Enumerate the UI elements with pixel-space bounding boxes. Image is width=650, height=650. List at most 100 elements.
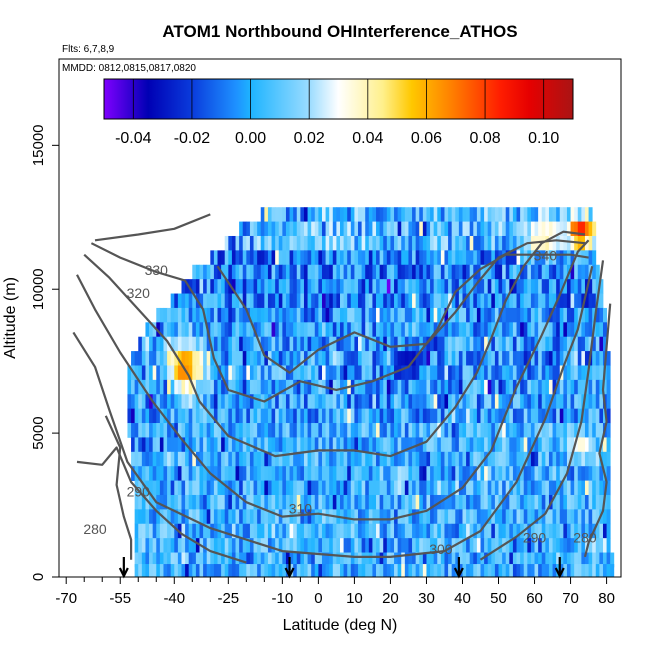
- heatmap-cell: [213, 279, 218, 294]
- heatmap-cell: [541, 293, 546, 309]
- heatmap-cell: [340, 466, 344, 481]
- heatmap-cell: [595, 322, 600, 338]
- heatmap-cell: [278, 221, 283, 237]
- heatmap-cell: [257, 437, 262, 453]
- heatmap-cell: [556, 437, 561, 453]
- heatmap-cell: [203, 437, 208, 453]
- heatmap-cell: [530, 221, 535, 237]
- heatmap-cell: [271, 437, 276, 453]
- heatmap-cell: [228, 466, 233, 481]
- heatmap-cell: [354, 279, 359, 294]
- heatmap-cell: [433, 523, 438, 539]
- heatmap-cell: [422, 235, 427, 251]
- heatmap-cell: [159, 451, 164, 467]
- heatmap-cell: [494, 408, 499, 424]
- heatmap-cell: [307, 307, 312, 323]
- heatmap-cell: [419, 221, 424, 237]
- y-tick-label: 10000: [30, 268, 47, 310]
- heatmap-cell: [566, 466, 571, 481]
- x-tick-label: -40: [163, 590, 185, 607]
- heatmap-cell: [195, 264, 200, 280]
- heatmap-cell: [527, 437, 532, 453]
- heatmap-cell: [408, 466, 413, 481]
- heatmap-cell: [271, 423, 276, 438]
- heatmap-cell: [213, 264, 218, 280]
- heatmap-cell: [361, 365, 366, 381]
- heatmap-cell: [570, 365, 575, 381]
- heatmap-cell: [584, 509, 589, 525]
- heatmap-cell: [516, 509, 521, 525]
- heatmap-cell: [271, 408, 276, 424]
- heatmap-cell: [570, 538, 575, 553]
- heatmap-cell: [530, 322, 535, 338]
- heatmap-cell: [159, 552, 164, 568]
- heatmap-cell: [466, 408, 471, 424]
- heatmap-cell: [296, 365, 301, 381]
- heatmap-cell: [311, 365, 316, 381]
- heatmap-cell: [422, 207, 427, 222]
- heatmap-cell: [149, 394, 154, 410]
- heatmap-cell: [530, 394, 535, 410]
- heatmap-cell: [145, 423, 150, 438]
- heatmap-cell: [588, 408, 593, 424]
- heatmap-cell: [520, 564, 525, 577]
- heatmap-cell: [185, 552, 190, 568]
- heatmap-cell: [199, 437, 204, 453]
- heatmap-cell: [570, 351, 575, 366]
- heatmap-cell: [588, 221, 593, 237]
- heatmap-cell: [559, 423, 564, 438]
- heatmap-cell: [260, 480, 265, 496]
- heatmap-cell: [523, 437, 528, 453]
- heatmap-cell: [361, 509, 366, 525]
- heatmap-cell: [239, 408, 244, 424]
- heatmap-cell: [267, 264, 272, 280]
- heatmap-cell: [538, 408, 543, 424]
- heatmap-cell: [210, 293, 215, 309]
- heatmap-cell: [300, 466, 305, 481]
- heatmap-cell: [354, 451, 359, 467]
- heatmap-cell: [462, 250, 467, 266]
- heatmap-cell: [390, 221, 395, 237]
- heatmap-cell: [433, 552, 438, 568]
- heatmap-cell: [354, 423, 359, 438]
- heatmap-cell: [368, 221, 373, 237]
- heatmap-cell: [159, 408, 164, 424]
- heatmap-cell: [167, 437, 172, 453]
- heatmap-cell: [383, 365, 388, 381]
- heatmap-cell: [498, 235, 503, 251]
- heatmap-cell: [188, 552, 193, 568]
- heatmap-cell: [242, 423, 247, 438]
- heatmap-cell: [498, 538, 503, 553]
- heatmap-cell: [318, 494, 323, 510]
- heatmap-cell: [538, 552, 543, 568]
- heatmap-cell: [548, 336, 553, 352]
- heatmap-cell: [581, 336, 586, 352]
- heatmap-cell: [502, 307, 507, 323]
- heatmap-cell: [556, 509, 561, 525]
- heatmap-cell: [372, 423, 377, 438]
- heatmap-cell: [394, 451, 399, 467]
- heatmap-cell: [350, 408, 355, 424]
- heatmap-cell: [185, 451, 190, 467]
- heatmap-cell: [574, 379, 579, 395]
- heatmap-cell: [566, 423, 571, 438]
- heatmap-cell: [394, 423, 399, 438]
- heatmap-cell: [264, 307, 269, 323]
- heatmap-cell: [253, 408, 258, 424]
- heatmap-cell: [127, 408, 132, 424]
- heatmap-cell: [527, 394, 532, 410]
- heatmap-cell: [523, 423, 528, 438]
- heatmap-cell: [397, 466, 402, 481]
- heatmap-cell: [192, 494, 197, 510]
- heatmap-cell: [386, 408, 391, 424]
- heatmap-cell: [394, 408, 399, 424]
- heatmap-cell: [401, 235, 406, 251]
- heatmap-cell: [415, 379, 420, 395]
- heatmap-cell: [246, 451, 251, 467]
- heatmap-cell: [199, 494, 204, 510]
- heatmap-cell: [376, 250, 381, 266]
- heatmap-cell: [394, 336, 399, 352]
- heatmap-cell: [156, 379, 161, 395]
- heatmap-cell: [289, 351, 294, 366]
- flights-subtitle: Flts: 6,7,8,9: [62, 44, 115, 55]
